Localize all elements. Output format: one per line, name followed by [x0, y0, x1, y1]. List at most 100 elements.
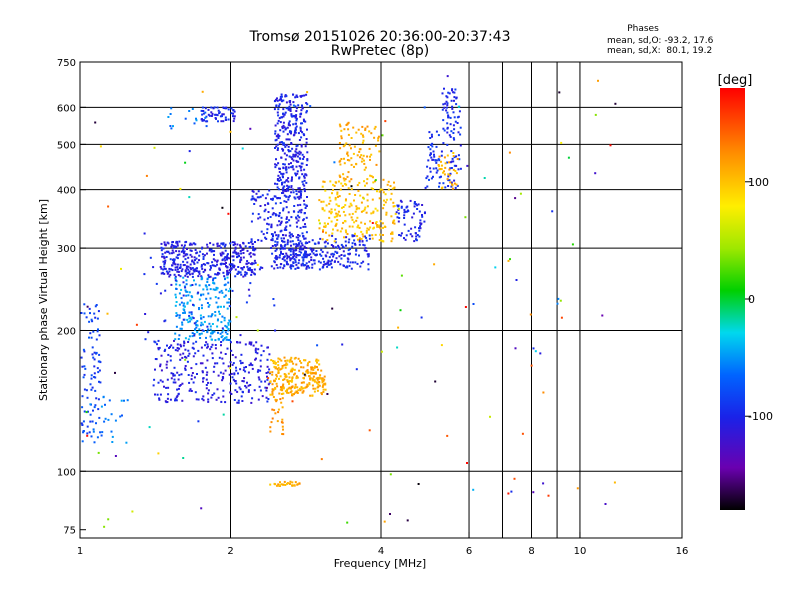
data-point	[332, 245, 335, 248]
data-point	[83, 303, 86, 306]
data-point	[331, 232, 334, 235]
data-point	[597, 79, 599, 82]
data-point	[396, 216, 399, 219]
data-point	[251, 262, 254, 265]
data-point	[279, 368, 282, 371]
data-point	[421, 214, 423, 216]
data-point	[277, 147, 279, 150]
data-point	[189, 249, 192, 252]
data-point	[176, 263, 179, 266]
data-point	[202, 110, 205, 112]
data-point	[452, 137, 455, 140]
data-point	[454, 170, 457, 172]
data-point	[303, 212, 306, 215]
data-point	[315, 254, 317, 257]
data-point	[278, 220, 281, 223]
data-point	[312, 252, 315, 255]
data-point	[203, 119, 205, 122]
data-point	[280, 156, 283, 159]
data-point	[286, 254, 289, 257]
data-point	[179, 358, 182, 361]
data-point	[346, 521, 349, 524]
data-point	[198, 254, 201, 257]
data-point	[368, 147, 371, 150]
data-point	[324, 388, 327, 391]
data-point	[282, 130, 285, 133]
data-point	[285, 166, 288, 169]
data-point	[319, 253, 322, 256]
data-point	[302, 390, 305, 393]
data-point	[443, 156, 446, 159]
data-point	[261, 266, 264, 269]
data-point	[277, 360, 280, 363]
data-point	[214, 344, 217, 346]
data-point	[348, 238, 351, 241]
data-point	[271, 239, 274, 242]
data-point	[298, 259, 301, 262]
data-point	[349, 248, 351, 251]
data-point	[157, 452, 160, 455]
data-point	[343, 220, 346, 222]
data-point	[214, 311, 217, 313]
data-point	[284, 366, 287, 369]
data-point	[226, 307, 229, 310]
data-point	[241, 380, 244, 382]
data-point	[300, 145, 303, 148]
data-point	[209, 268, 212, 271]
data-point	[258, 385, 261, 388]
data-point	[239, 259, 242, 262]
data-point	[329, 260, 332, 263]
data-point	[169, 273, 172, 276]
data-point	[202, 380, 204, 383]
data-point	[330, 253, 333, 256]
data-point	[274, 249, 277, 252]
data-point	[166, 397, 169, 400]
data-point	[303, 184, 306, 187]
data-point	[230, 349, 233, 352]
data-point	[190, 318, 193, 321]
data-point	[514, 347, 517, 350]
data-point	[234, 275, 237, 278]
data-point	[277, 108, 280, 111]
data-point	[222, 376, 225, 379]
data-point	[236, 243, 239, 246]
data-point	[211, 323, 214, 325]
data-point	[145, 174, 148, 177]
data-point	[338, 160, 341, 163]
data-point	[231, 265, 234, 268]
data-point	[204, 116, 207, 119]
data-point	[93, 372, 96, 375]
data-point	[286, 257, 289, 260]
data-point	[308, 266, 311, 269]
data-point	[297, 104, 300, 107]
data-point	[93, 376, 96, 378]
data-point	[304, 252, 307, 255]
data-point	[192, 342, 195, 345]
data-point	[91, 353, 94, 356]
data-point	[335, 222, 338, 225]
data-point	[360, 201, 363, 204]
data-point	[441, 92, 444, 95]
data-point	[91, 420, 94, 423]
data-point	[178, 240, 181, 243]
data-point	[188, 270, 191, 273]
data-point	[391, 231, 394, 234]
data-point	[172, 125, 174, 128]
data-point	[286, 126, 289, 129]
data-point	[267, 223, 270, 226]
data-point	[182, 318, 185, 321]
data-point	[237, 399, 240, 402]
data-point	[186, 318, 189, 321]
data-point	[237, 401, 240, 404]
data-point	[431, 142, 434, 145]
data-point	[223, 257, 226, 260]
data-point	[250, 269, 253, 271]
data-point	[280, 367, 283, 370]
data-point	[403, 223, 406, 226]
data-point	[202, 270, 205, 273]
data-point	[372, 176, 374, 179]
data-point	[364, 184, 366, 187]
data-point	[416, 204, 419, 207]
data-point	[333, 253, 336, 256]
data-point	[176, 349, 179, 352]
